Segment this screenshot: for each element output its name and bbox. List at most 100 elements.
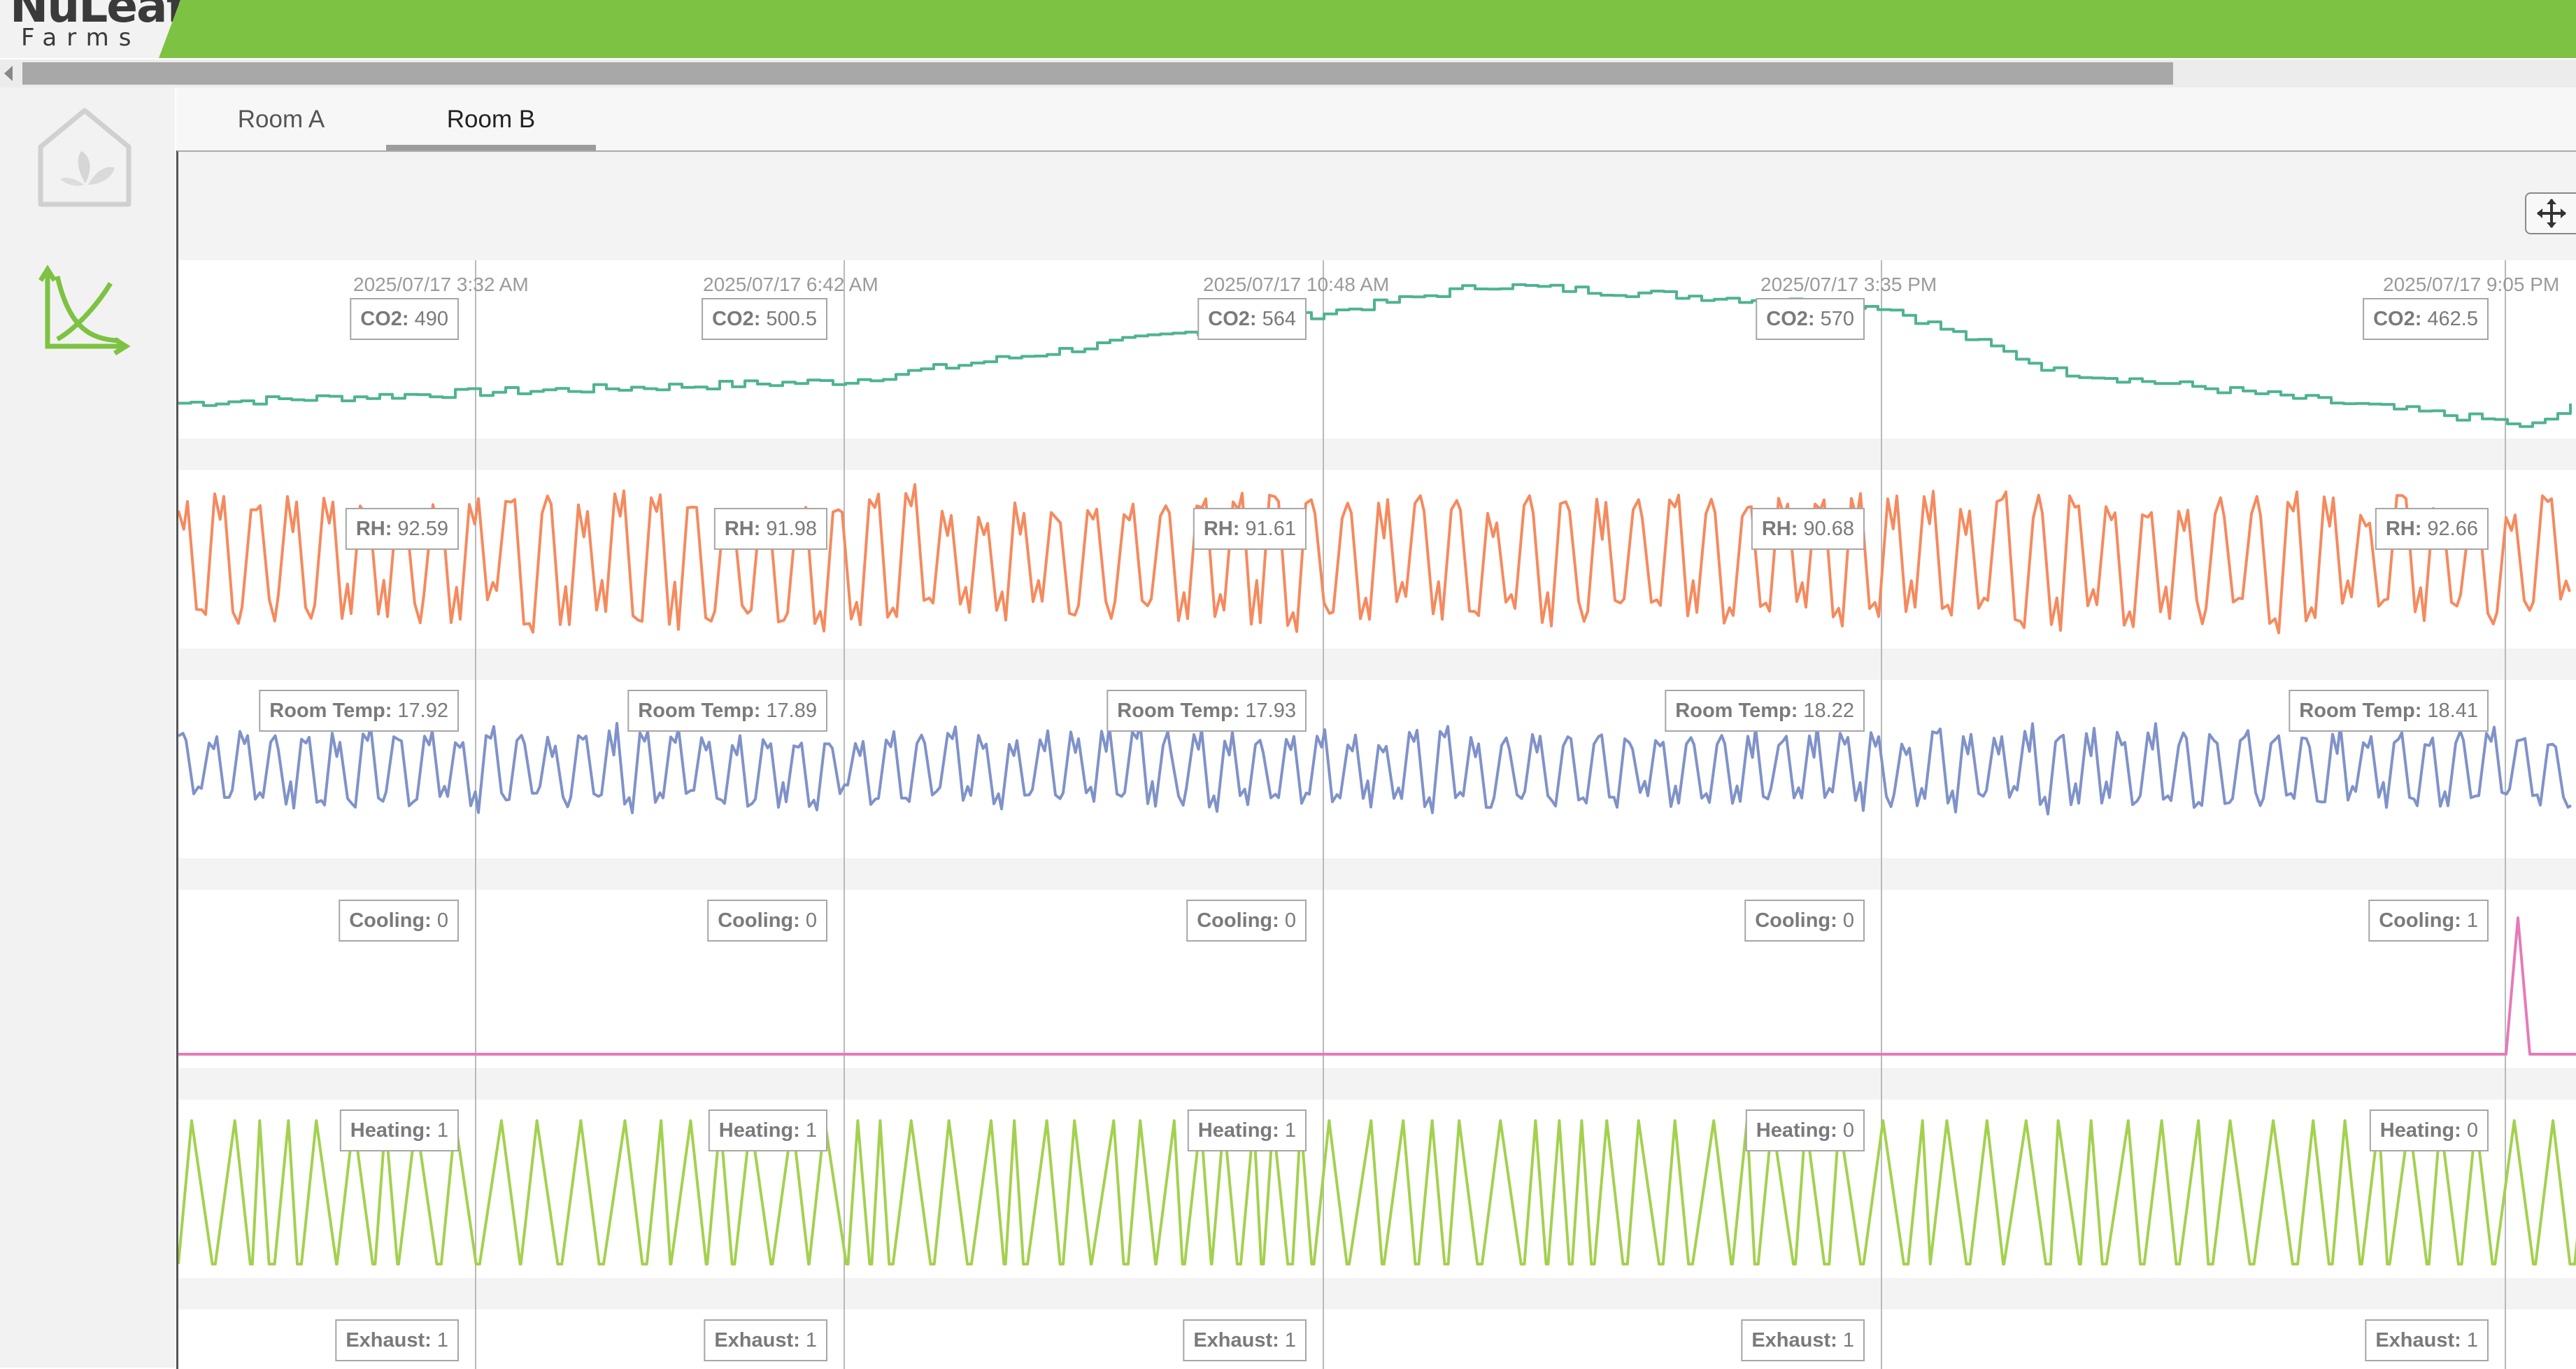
svg-text:Exhaust: 1: Exhaust: 1 bbox=[714, 1329, 817, 1352]
readout-label: Room Temp: bbox=[269, 700, 397, 722]
svg-text:Cooling: 0: Cooling: 0 bbox=[349, 909, 448, 932]
svg-text:Heating: 0: Heating: 0 bbox=[2380, 1119, 2478, 1142]
svg-text:CO2: 564: CO2: 564 bbox=[1208, 308, 1296, 330]
readout-box bbox=[1751, 508, 1865, 550]
readout-value: 462.5 bbox=[2427, 308, 2478, 330]
cursor-timestamp: 2025/07/17 3:35 PM bbox=[1760, 274, 1937, 295]
leaf-house-icon[interactable] bbox=[32, 105, 137, 210]
sensor-chart[interactable]: 2025/07/17 3:32 AM 2025/07/17 6:42 AM 2025… bbox=[178, 152, 2576, 1369]
readout-value: 92.66 bbox=[2427, 518, 2478, 540]
readout-value: 1 bbox=[2467, 909, 2478, 932]
readout-value: 0 bbox=[1843, 1119, 1854, 1142]
horizontal-scrollbar[interactable] bbox=[0, 59, 2576, 87]
readout-rh: RH: 92.66 bbox=[2375, 508, 2489, 550]
readout-box bbox=[1756, 298, 1865, 340]
readout-box bbox=[350, 298, 459, 340]
readout-box bbox=[1183, 1319, 1307, 1361]
sidebar bbox=[0, 87, 175, 1368]
svg-text:CO2: 462.5: CO2: 462.5 bbox=[2373, 308, 2478, 330]
cursor-timestamp: 2025/07/17 3:32 AM bbox=[353, 274, 529, 295]
readout-box bbox=[1741, 1319, 1865, 1361]
tab-room-b[interactable]: Room B bbox=[386, 87, 596, 150]
readout-label: Exhaust: bbox=[1193, 1329, 1285, 1352]
chart-band-0 bbox=[178, 260, 2576, 439]
readout-label: CO2: bbox=[1766, 308, 1820, 330]
readout-label: Heating: bbox=[1756, 1119, 1843, 1142]
readout-box bbox=[2369, 1109, 2489, 1151]
svg-text:Heating: 0: Heating: 0 bbox=[1756, 1119, 1854, 1142]
readout-label: CO2: bbox=[360, 308, 414, 330]
readout-label: RH: bbox=[356, 518, 398, 540]
svg-text:Heating: 1: Heating: 1 bbox=[1198, 1119, 1296, 1142]
readout-box bbox=[627, 690, 827, 732]
readout-value: 18.22 bbox=[1803, 700, 1854, 722]
scrollbar-thumb[interactable] bbox=[22, 62, 2173, 85]
readout-cooling: Cooling: 0 bbox=[1186, 900, 1307, 942]
readout-label: Exhaust: bbox=[2375, 1329, 2467, 1352]
svg-text:CO2: 570: CO2: 570 bbox=[1766, 308, 1854, 330]
chart-curve-icon[interactable] bbox=[32, 262, 137, 367]
readout-value: 570 bbox=[1821, 308, 1854, 330]
readout-label: Cooling: bbox=[1755, 909, 1843, 932]
svg-text:Room Temp: 18.41: Room Temp: 18.41 bbox=[2299, 700, 2478, 722]
readout-exhaust: Exhaust: 1 bbox=[2365, 1319, 2489, 1361]
readout-heating: Heating: 1 bbox=[708, 1109, 827, 1151]
svg-text:Cooling: 0: Cooling: 0 bbox=[1755, 909, 1854, 932]
readout-value: 1 bbox=[437, 1329, 448, 1352]
readout-label: Exhaust: bbox=[346, 1329, 437, 1352]
svg-text:Cooling: 0: Cooling: 0 bbox=[718, 909, 817, 932]
svg-text:CO2: 490: CO2: 490 bbox=[360, 308, 448, 330]
readout-cooling: Cooling: 1 bbox=[2368, 900, 2489, 942]
readout-label: CO2: bbox=[712, 308, 766, 330]
readout-box bbox=[339, 1109, 459, 1151]
readout-value: 91.98 bbox=[766, 518, 817, 540]
readout-co2: CO2: 500.5 bbox=[702, 298, 827, 340]
readout-rh: RH: 90.68 bbox=[1751, 508, 1865, 550]
readout-value: 1 bbox=[806, 1119, 817, 1142]
move-arrows-icon[interactable] bbox=[2525, 192, 2576, 234]
readout-box bbox=[2375, 508, 2489, 550]
svg-text:Exhaust: 1: Exhaust: 1 bbox=[346, 1329, 448, 1352]
readout-box bbox=[1745, 1109, 1865, 1151]
brand-logo[interactable]: NuLeaf Farms bbox=[0, 0, 180, 58]
readout-box bbox=[1744, 900, 1865, 942]
readout-label: RH: bbox=[1204, 518, 1246, 540]
readout-value: 0 bbox=[806, 909, 817, 932]
brand-name: NuLeaf bbox=[10, 0, 180, 33]
chart-area[interactable]: 2025/07/17 3:32 AM 2025/07/17 6:42 AM 2025… bbox=[176, 150, 2576, 1369]
room-tabs: Room A Room B bbox=[176, 87, 2576, 150]
readout-box bbox=[707, 900, 827, 942]
svg-text:Cooling: 1: Cooling: 1 bbox=[2379, 909, 2478, 932]
svg-text:Room Temp: 17.93: Room Temp: 17.93 bbox=[1117, 700, 1296, 722]
readout-label: Room Temp: bbox=[638, 700, 766, 722]
readout-value: 17.89 bbox=[766, 700, 817, 722]
readout-label: Exhaust: bbox=[1751, 1329, 1843, 1352]
chart-band-5 bbox=[178, 1310, 2576, 1369]
readout-box bbox=[2368, 900, 2489, 942]
svg-text:Heating: 1: Heating: 1 bbox=[350, 1119, 448, 1142]
readout-value: 0 bbox=[1843, 909, 1854, 932]
readout-value: 17.92 bbox=[397, 700, 448, 722]
tab-room-a[interactable]: Room A bbox=[237, 106, 325, 133]
room-temp-series-line bbox=[178, 721, 2573, 816]
readout-rh: RH: 92.59 bbox=[345, 508, 459, 550]
readout-label: Heating: bbox=[2380, 1119, 2467, 1142]
readout-value: 92.59 bbox=[397, 518, 448, 540]
chart-band-2 bbox=[178, 680, 2576, 858]
readout-value: 1 bbox=[1285, 1119, 1296, 1142]
scroll-left-arrow-icon[interactable] bbox=[4, 66, 13, 81]
readout-box bbox=[1186, 900, 1307, 942]
readout-value: 1 bbox=[2467, 1329, 2478, 1352]
readout-label: Heating: bbox=[1198, 1119, 1285, 1142]
readout-label: Room Temp: bbox=[1117, 700, 1245, 722]
svg-text:Exhaust: 1: Exhaust: 1 bbox=[1751, 1329, 1854, 1352]
readout-heating: Heating: 0 bbox=[1745, 1109, 1865, 1151]
readout-heating: Heating: 1 bbox=[1187, 1109, 1307, 1151]
readout-label: Heating: bbox=[350, 1119, 437, 1142]
readout-label: Cooling: bbox=[1197, 909, 1285, 932]
cooling-series-line bbox=[178, 916, 2576, 1056]
top-brand-bar bbox=[0, 0, 2576, 58]
readout-label: Cooling: bbox=[349, 909, 437, 932]
svg-text:RH: 92.66: RH: 92.66 bbox=[2386, 518, 2478, 540]
readout-value: 564 bbox=[1262, 308, 1296, 330]
